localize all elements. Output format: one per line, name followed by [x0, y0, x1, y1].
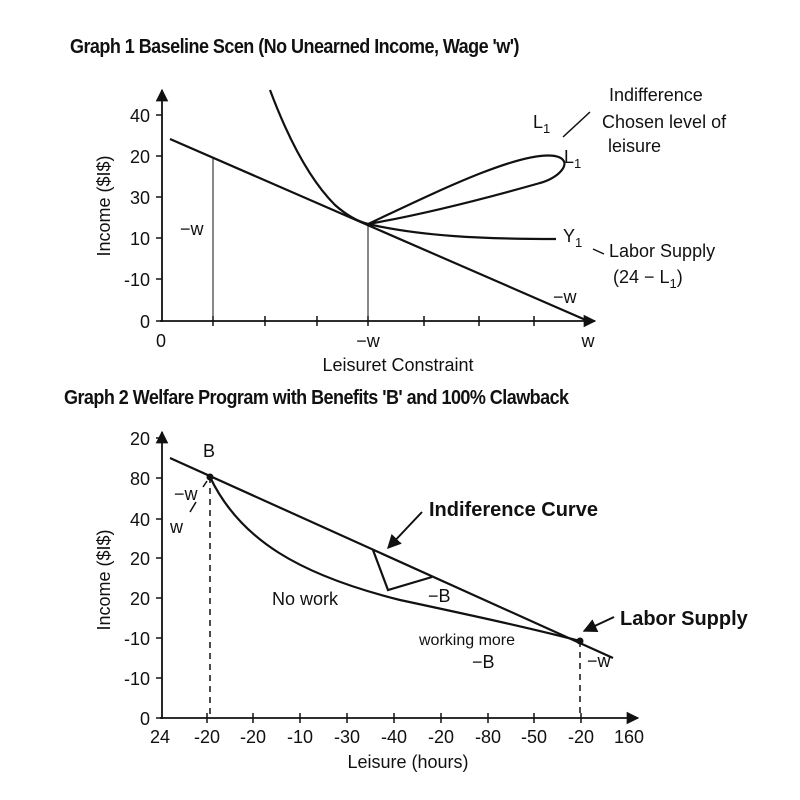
graph2-point-B — [206, 473, 214, 481]
graph2-labor-arrow — [582, 616, 615, 633]
graph2-indifference-wedge — [371, 549, 433, 592]
graph1-ytick: 40 — [130, 106, 150, 126]
graph1-ytick: 20 — [130, 147, 150, 167]
graph2-xtick: -20 — [194, 727, 220, 747]
graph1-L1-top: L1 — [533, 112, 550, 136]
graph2-neg-B-label-2: −B — [472, 652, 495, 672]
graph1-title: Graph 1 Baseline Scen (No Unearned Incom… — [70, 36, 519, 58]
graph2-xtick: 160 — [614, 727, 644, 747]
graph2-xtick: -30 — [334, 727, 360, 747]
graph2-title: Graph 2 Welfare Program with Benefits 'B… — [64, 387, 569, 409]
graph2-ytick: -10 — [124, 669, 150, 689]
graph2-point-labor-supply — [576, 637, 584, 645]
graph2-indifference-label: Indiference Curve — [429, 499, 598, 521]
graph2-B-label: B — [203, 441, 215, 461]
graph2-xtick: -20 — [428, 727, 454, 747]
graph2-y-label: Income ($I$) — [94, 529, 114, 630]
graph2-xtick: -10 — [287, 727, 313, 747]
graph2-neg-w-label: −w — [174, 484, 199, 504]
graph1-x-label: Leisuret Constraint — [322, 355, 473, 375]
graph1-ytick: 0 — [140, 312, 150, 332]
graph1-loop-curve — [367, 154, 566, 226]
graph2-xtick: -20 — [568, 727, 594, 747]
graph2-budget-line — [169, 456, 614, 660]
graph1-ytick: 30 — [130, 188, 150, 208]
graph2-ytick: 0 — [140, 709, 150, 729]
graph1-budget-line — [169, 137, 589, 323]
graph2-neg-B-label: −B — [428, 586, 451, 606]
graph2-x-label: Leisure (hours) — [347, 752, 468, 772]
graph1-xtick: −w — [356, 331, 381, 351]
graph2-working-more-label: working more — [418, 632, 515, 649]
graph2-welfare-curve — [209, 476, 581, 643]
graph1-ytick: -10 — [124, 270, 150, 290]
graph1-labor-supply-formula: (24 − L1) — [613, 267, 683, 291]
graph1-ytick: 10 — [130, 229, 150, 249]
graph2-labor-supply-label: Labor Supply — [620, 608, 749, 630]
graph2-ytick: 80 — [130, 469, 150, 489]
graph1-xtick: 0 — [156, 331, 166, 351]
graph1-Y1: Y1 — [563, 226, 582, 250]
graph1-labor-supply-label: Labor Supply — [609, 241, 715, 261]
graph2-xtick: -80 — [475, 727, 501, 747]
graph1-y-label: Income ($I$) — [94, 155, 114, 256]
graph1: 40 20 30 10 -10 0 0 −w w Income ($I$) Le… — [94, 85, 727, 375]
graph1-xtick: w — [581, 331, 596, 351]
graph2: 20 80 40 20 20 -10 -10 0 24 -20 -20 -10 … — [94, 429, 749, 772]
graph2-ytick: 20 — [130, 549, 150, 569]
graph1-L1-curve: L1 — [564, 147, 581, 171]
graph1-leisure-label: leisure — [608, 136, 661, 156]
graph1-chosen-level-label: Chosen level of — [602, 112, 727, 132]
graph2-ytick: -10 — [124, 629, 150, 649]
graph2-ytick: 40 — [130, 510, 150, 530]
graph2-indifference-arrow — [387, 511, 423, 550]
graph1-neg-w-left: −w — [180, 219, 205, 239]
graph2-xtick: -50 — [521, 727, 547, 747]
graph2-xtick: -40 — [381, 727, 407, 747]
graph2-ytick: 20 — [130, 429, 150, 449]
graph2-xtick: 24 — [150, 727, 170, 747]
graph2-w-label: w — [169, 517, 184, 537]
graph1-neg-w-right: −w — [553, 287, 578, 307]
graph1-indifference-label: Indifference — [609, 85, 703, 105]
graph2-ytick: 20 — [130, 589, 150, 609]
graph2-xtick: -20 — [240, 727, 266, 747]
graph2-neg-w-right-label: −w — [587, 651, 612, 671]
graph2-no-work-label: No work — [272, 589, 339, 609]
graph1-indifference-curve — [268, 89, 369, 226]
graph1-y1-curve — [367, 222, 557, 241]
